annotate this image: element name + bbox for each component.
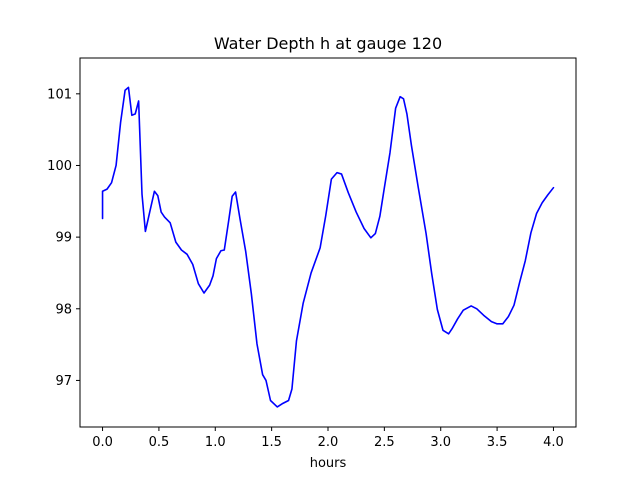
x-tick-label: 4.0 bbox=[543, 435, 564, 450]
series-line-0 bbox=[101, 86, 555, 408]
y-tick-label: 101 bbox=[47, 87, 72, 102]
y-tick-label: 100 bbox=[47, 159, 72, 174]
plot-area bbox=[101, 86, 555, 408]
chart-title: Water Depth h at gauge 120 bbox=[214, 34, 442, 53]
y-tick-label: 98 bbox=[55, 302, 72, 317]
y-tick-label: 99 bbox=[55, 231, 72, 246]
y-axis: 97 98 99 100 101 bbox=[47, 87, 80, 389]
x-tick-label: 2.5 bbox=[374, 435, 395, 450]
x-tick-label: 3.5 bbox=[487, 435, 508, 450]
x-tick-label: 0.5 bbox=[149, 435, 170, 450]
x-axis-label: hours bbox=[310, 456, 347, 471]
x-tick-label: 0.0 bbox=[92, 435, 113, 450]
x-tick-label: 1.0 bbox=[205, 435, 226, 450]
x-tick-label: 1.5 bbox=[261, 435, 282, 450]
x-tick-label: 3.0 bbox=[430, 435, 451, 450]
x-tick-label: 2.0 bbox=[318, 435, 339, 450]
y-tick-label: 97 bbox=[55, 374, 72, 389]
x-axis: 0.0 0.5 1.0 1.5 2.0 2.5 3.0 3.5 4.0 bbox=[92, 427, 564, 450]
